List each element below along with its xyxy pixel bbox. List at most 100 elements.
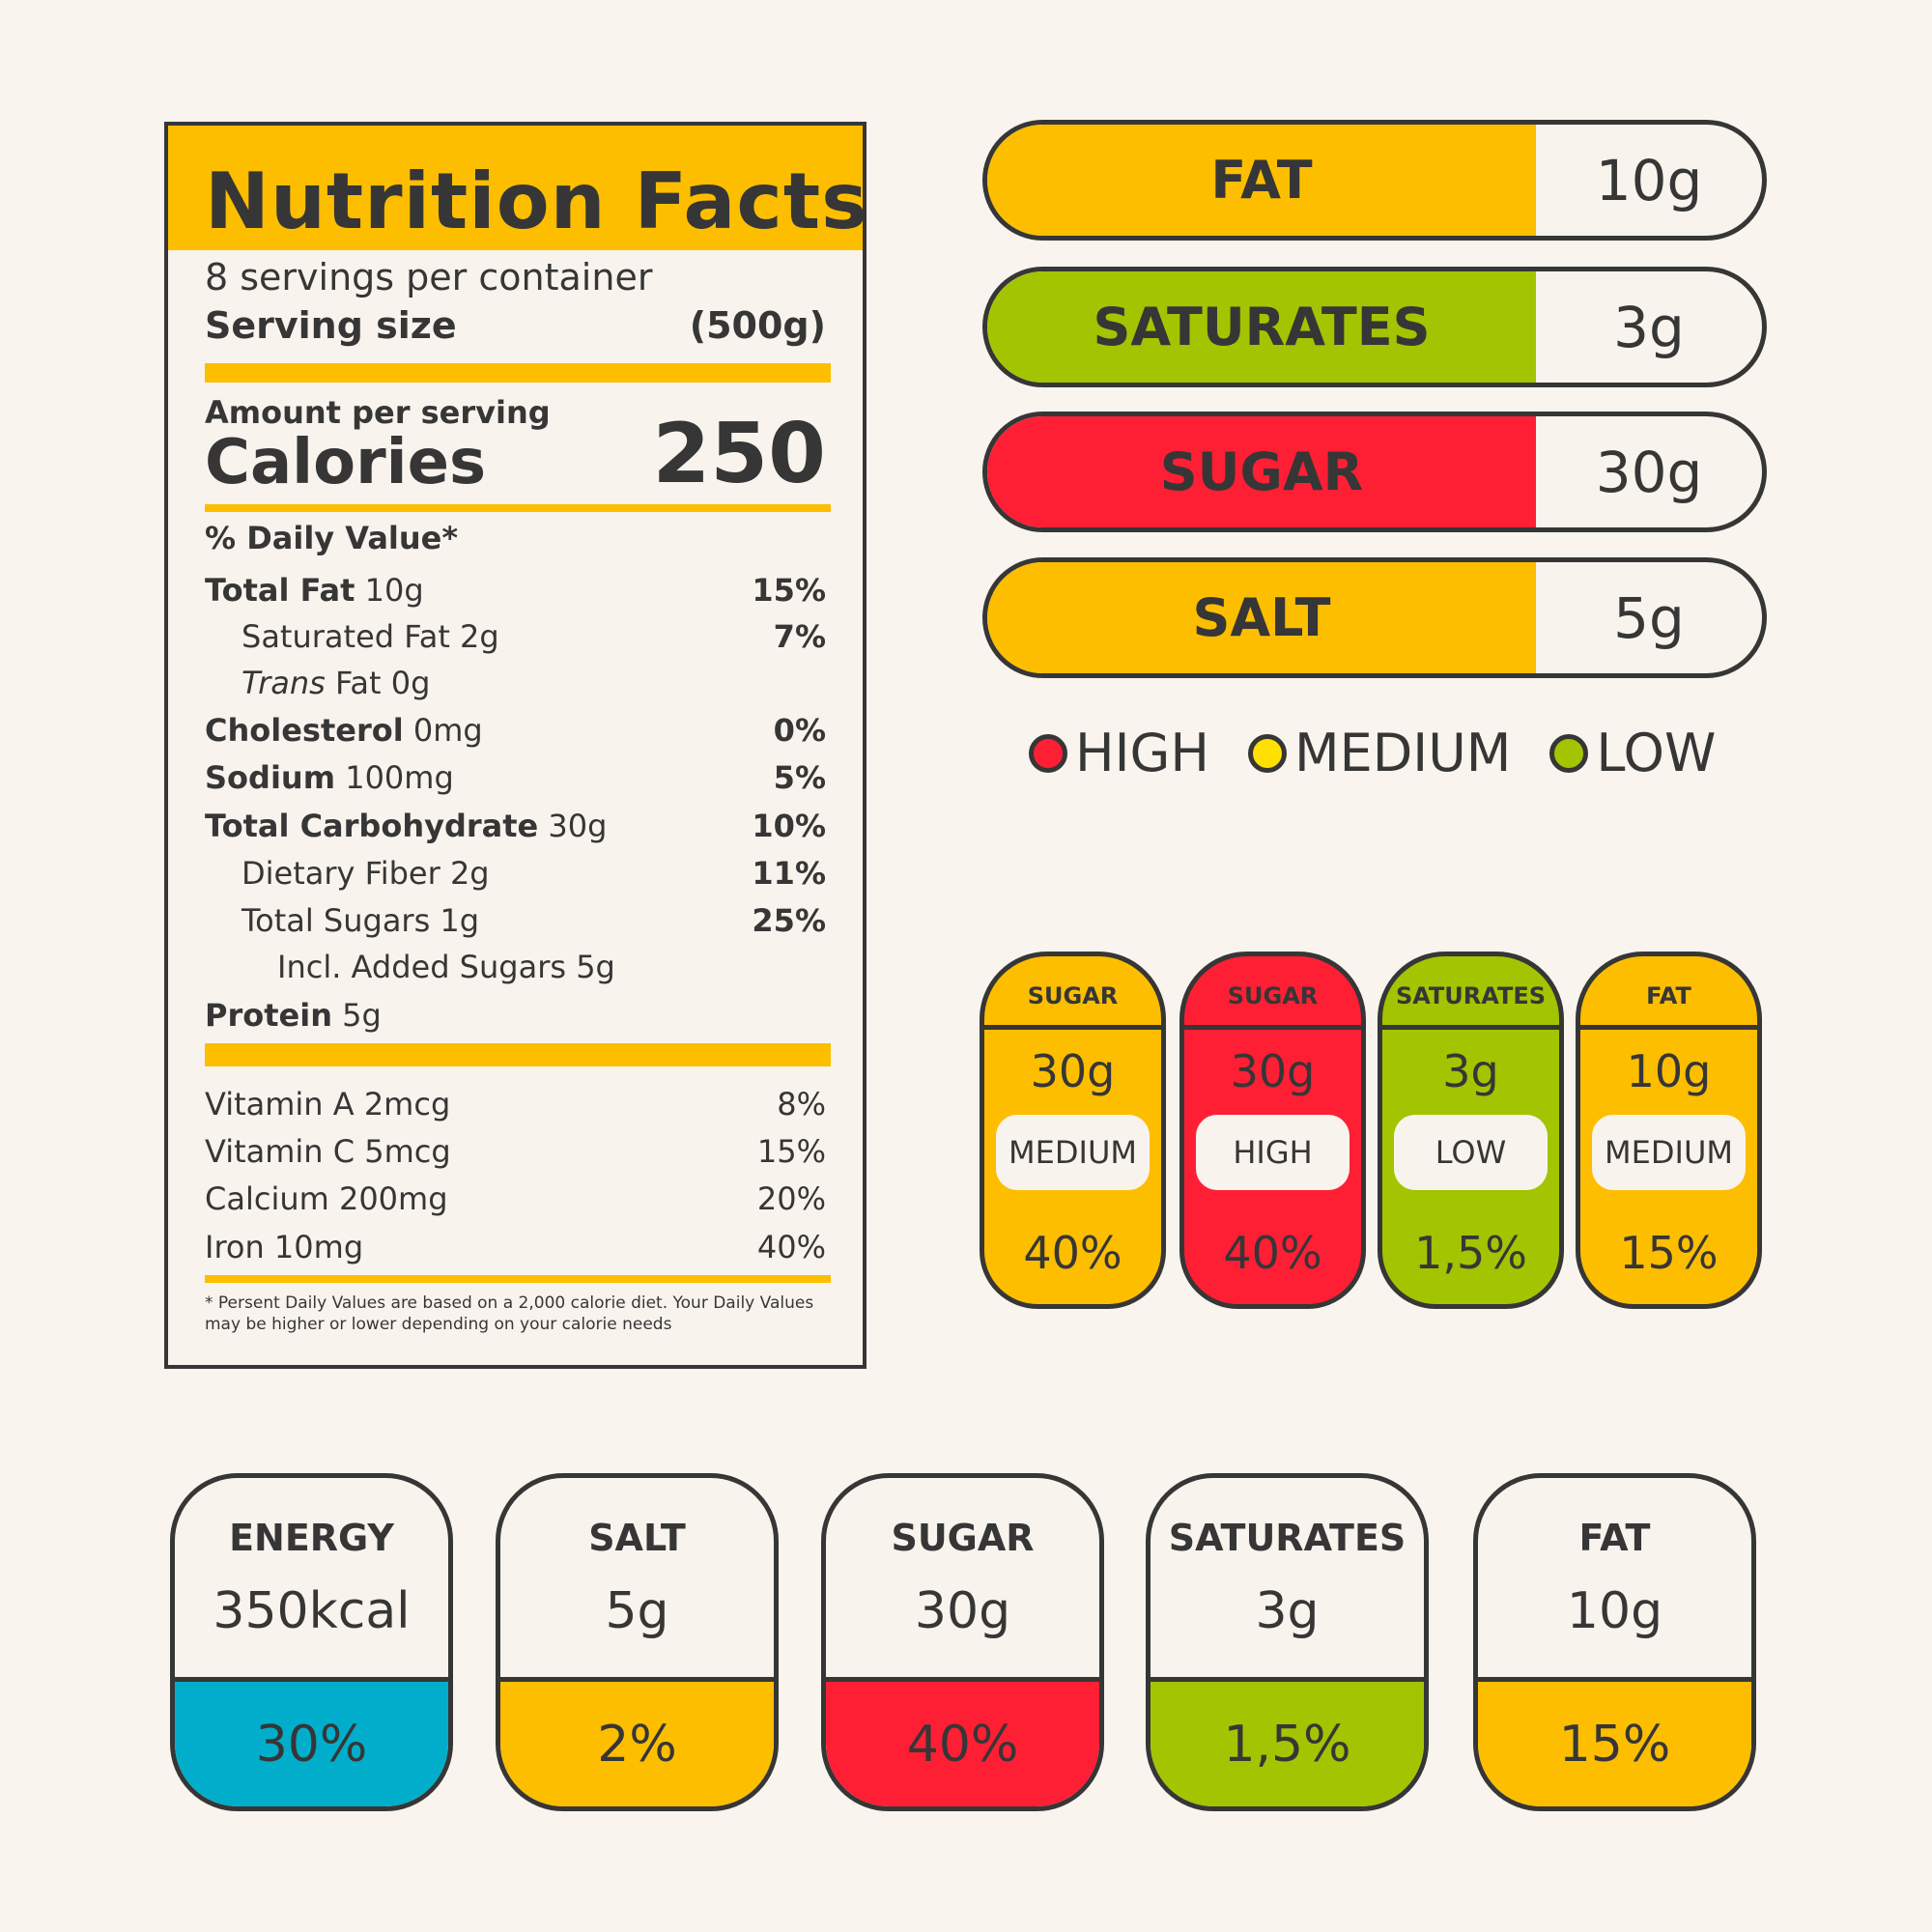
nutrient-card: FAT 10g MEDIUM 15% xyxy=(1576,952,1762,1309)
card-percent: 2% xyxy=(500,1677,774,1806)
card-name: SATURATES xyxy=(1168,1517,1406,1559)
card-value: 10g xyxy=(1566,1582,1663,1640)
card-value: 30g xyxy=(1230,1045,1316,1097)
nutrient-name: Saturated Fat xyxy=(242,618,450,655)
nutrient-card: SUGAR 30g MEDIUM 40% xyxy=(980,952,1166,1309)
legend-label: MEDIUM xyxy=(1293,723,1512,783)
card-value: 5g xyxy=(605,1582,669,1640)
card-percent: 1,5% xyxy=(1414,1227,1527,1279)
nutrient-card: SATURATES 3g 1,5% xyxy=(1146,1473,1429,1811)
legend-dot-icon xyxy=(1029,733,1067,773)
nutrient-name: Total Fat xyxy=(205,572,355,609)
card-name: SATURATES xyxy=(1382,956,1559,1030)
nutrient-pill: SATURATES 3g xyxy=(982,267,1767,387)
nutrition-facts-label: Nutrition Facts 8 servings per container… xyxy=(164,122,867,1369)
nutrient-amount: 100mg xyxy=(345,759,454,796)
nutrient-amount: 2g xyxy=(460,618,499,655)
vitamin-row: Calcium 200mg xyxy=(205,1180,448,1217)
nutrient-daily-value: 25% xyxy=(752,902,826,939)
nutrient-row: Total Fat 10g xyxy=(205,572,424,609)
nutrient-daily-value: 7% xyxy=(773,618,826,655)
vitamin-amount: 10mg xyxy=(273,1229,364,1265)
vitamin-row: Iron 10mg xyxy=(205,1229,363,1265)
nutrient-amount: 30g xyxy=(548,808,608,844)
nutrient-daily-value: 0% xyxy=(773,712,826,749)
nutrient-row: Incl. Added Sugars 5g xyxy=(277,949,615,985)
card-name: ENERGY xyxy=(229,1517,394,1559)
card-value: 10g xyxy=(1626,1045,1712,1097)
nutrient-name: Dietary Fiber xyxy=(242,855,440,892)
nutrient-name: Protein xyxy=(205,997,332,1034)
card-percent: 40% xyxy=(1223,1227,1322,1279)
card-percent: 15% xyxy=(1478,1677,1751,1806)
legend-item: MEDIUM xyxy=(1247,723,1512,783)
level-badge: HIGH xyxy=(1196,1115,1350,1190)
nutrient-row: Total Sugars 1g xyxy=(242,902,479,939)
nutrient-row: Cholesterol 0mg xyxy=(205,712,483,749)
card-value: 30g xyxy=(1030,1045,1116,1097)
nutrient-card: SUGAR 30g HIGH 40% xyxy=(1179,952,1366,1309)
nutrient-amount: 0g xyxy=(390,665,431,701)
nutrient-amount: 10g xyxy=(364,572,424,609)
pill-name: FAT xyxy=(987,125,1536,236)
nutrient-amount: 1g xyxy=(440,902,480,939)
vitamin-amount: 200mg xyxy=(338,1180,448,1217)
nutrient-card: ENERGY 350kcal 30% xyxy=(170,1473,453,1811)
card-percent: 30% xyxy=(175,1677,448,1806)
divider xyxy=(205,504,831,512)
vitamin-row: Vitamin A 2mcg xyxy=(205,1086,450,1122)
nutrient-name: Cholesterol xyxy=(205,712,404,749)
nutrient-daily-value: 15% xyxy=(752,572,826,609)
label-header: Nutrition Facts xyxy=(168,126,867,250)
vitamin-amount: 2mcg xyxy=(363,1086,451,1122)
nutrient-daily-value: 5% xyxy=(773,759,826,796)
nutrient-row: Saturated Fat 2g xyxy=(242,618,499,655)
nutrient-amount: 5g xyxy=(342,997,382,1034)
legend-label: LOW xyxy=(1596,723,1717,783)
card-value: 3g xyxy=(1255,1582,1320,1640)
card-name: SUGAR xyxy=(1184,956,1361,1030)
calories-value: 250 xyxy=(652,406,826,502)
divider-thick xyxy=(205,1043,831,1066)
card-percent: 40% xyxy=(826,1677,1099,1806)
nutrient-amount: 2g xyxy=(449,855,490,892)
vitamin-name: Vitamin C xyxy=(205,1133,355,1170)
pill-value: 3g xyxy=(1613,294,1685,360)
vitamin-daily-value: 15% xyxy=(756,1133,826,1170)
label-title: Nutrition Facts xyxy=(205,156,868,246)
level-badge: MEDIUM xyxy=(1592,1115,1746,1190)
serving-size-label: Serving size xyxy=(205,304,457,347)
vitamin-daily-value: 40% xyxy=(756,1229,826,1265)
vitamin-name: Calcium xyxy=(205,1180,329,1217)
card-name: SUGAR xyxy=(891,1517,1035,1559)
pill-value: 5g xyxy=(1613,584,1685,651)
servings-per-container: 8 servings per container xyxy=(205,256,653,298)
pill-name: SALT xyxy=(987,562,1536,673)
vitamin-row: Vitamin C 5mcg xyxy=(205,1133,451,1170)
legend-label: HIGH xyxy=(1075,723,1209,783)
vitamin-daily-value: 8% xyxy=(777,1086,826,1122)
divider xyxy=(205,1275,831,1283)
nutrient-daily-value: 11% xyxy=(752,855,826,892)
card-percent: 15% xyxy=(1619,1227,1719,1279)
card-name: FAT xyxy=(1578,1517,1651,1559)
footnote: * Persent Daily Values are based on a 2,… xyxy=(205,1293,814,1334)
nutrient-name: Total Sugars xyxy=(242,902,431,939)
nutrient-name: Sodium xyxy=(205,759,336,796)
nutrient-name: Total Carbohydrate xyxy=(205,808,539,844)
nutrient-card: SUGAR 30g 40% xyxy=(821,1473,1104,1811)
legend-dot-icon xyxy=(1247,733,1287,773)
nutrient-name: Incl. Added Sugars xyxy=(277,949,567,985)
legend: HIGH MEDIUM LOW xyxy=(1029,723,1716,783)
nutrient-card: FAT 10g 15% xyxy=(1473,1473,1756,1811)
level-badge: LOW xyxy=(1394,1115,1548,1190)
nutrient-pill: FAT 10g xyxy=(982,120,1767,241)
nutrient-row: Dietary Fiber 2g xyxy=(242,855,490,892)
card-percent: 40% xyxy=(1023,1227,1122,1279)
nutrient-row: Trans Fat 0g xyxy=(242,665,430,701)
nutrient-pill: SUGAR 30g xyxy=(982,412,1767,532)
vitamin-amount: 5mcg xyxy=(364,1133,451,1170)
pill-value: 10g xyxy=(1595,147,1703,213)
pill-name: SATURATES xyxy=(987,271,1536,383)
legend-dot-icon xyxy=(1549,733,1589,773)
